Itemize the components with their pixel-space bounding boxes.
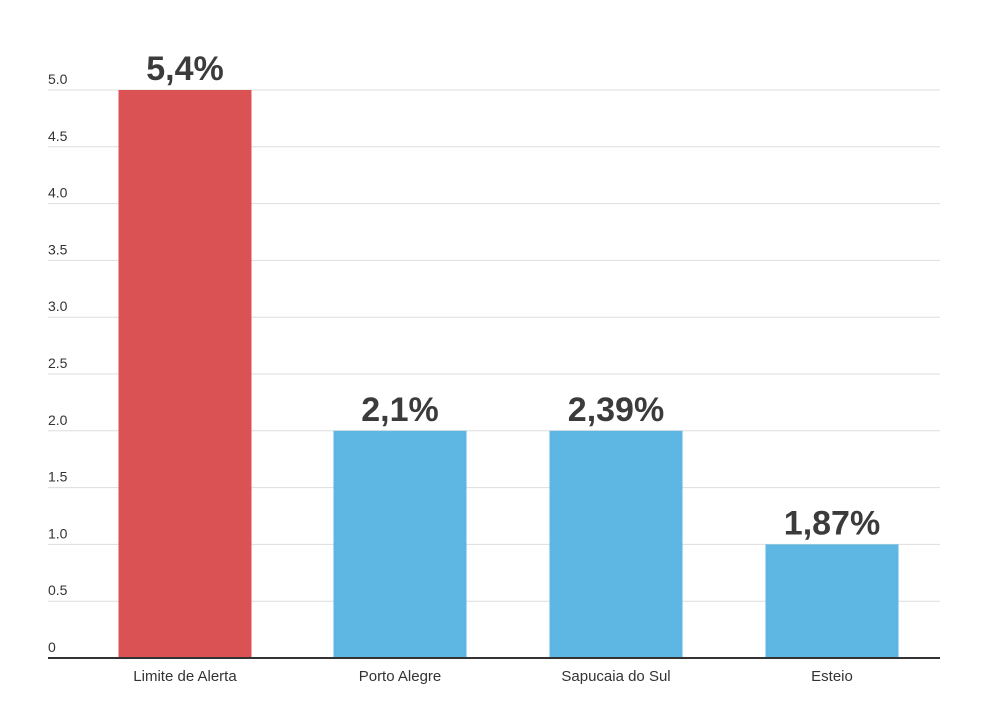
data-label: 2,39% xyxy=(568,391,664,429)
bars xyxy=(118,90,899,658)
category-label: Sapucaia do Sul xyxy=(561,668,670,685)
bar-limite-de-alerta[interactable] xyxy=(118,90,252,658)
y-tick-label: 0 xyxy=(48,639,56,655)
y-tick-label: 2.5 xyxy=(48,355,68,371)
y-tick-label: 3.0 xyxy=(48,298,68,314)
y-tick-label: 1.0 xyxy=(48,525,68,541)
data-labels: 5,4% 2,1% 2,39% 1,87% xyxy=(146,50,880,542)
y-tick-label: 4.0 xyxy=(48,185,68,201)
category-label: Porto Alegre xyxy=(359,668,442,685)
y-tick-label: 3.5 xyxy=(48,241,68,257)
y-axis-tick-labels: 0 0.5 1.0 1.5 2.0 2.5 3.0 3.5 4.0 4.5 5.0 xyxy=(48,71,68,655)
category-label: Esteio xyxy=(811,668,853,685)
data-label: 1,87% xyxy=(784,504,880,542)
x-axis-category-labels: Limite de Alerta Porto Alegre Sapucaia do … xyxy=(133,668,853,685)
y-tick-label: 1.5 xyxy=(48,469,68,485)
y-tick-label: 0.5 xyxy=(48,582,68,598)
y-tick-label: 5.0 xyxy=(48,71,68,87)
data-label: 2,1% xyxy=(361,391,439,429)
y-tick-label: 4.5 xyxy=(48,128,68,144)
data-label: 5,4% xyxy=(146,50,224,88)
bar-porto-alegre[interactable] xyxy=(333,430,467,658)
category-label: Limite de Alerta xyxy=(133,668,237,685)
bar-sapucaia-do-sul[interactable] xyxy=(549,430,683,658)
y-tick-label: 2.0 xyxy=(48,412,68,428)
bar-esteio[interactable] xyxy=(765,544,899,658)
